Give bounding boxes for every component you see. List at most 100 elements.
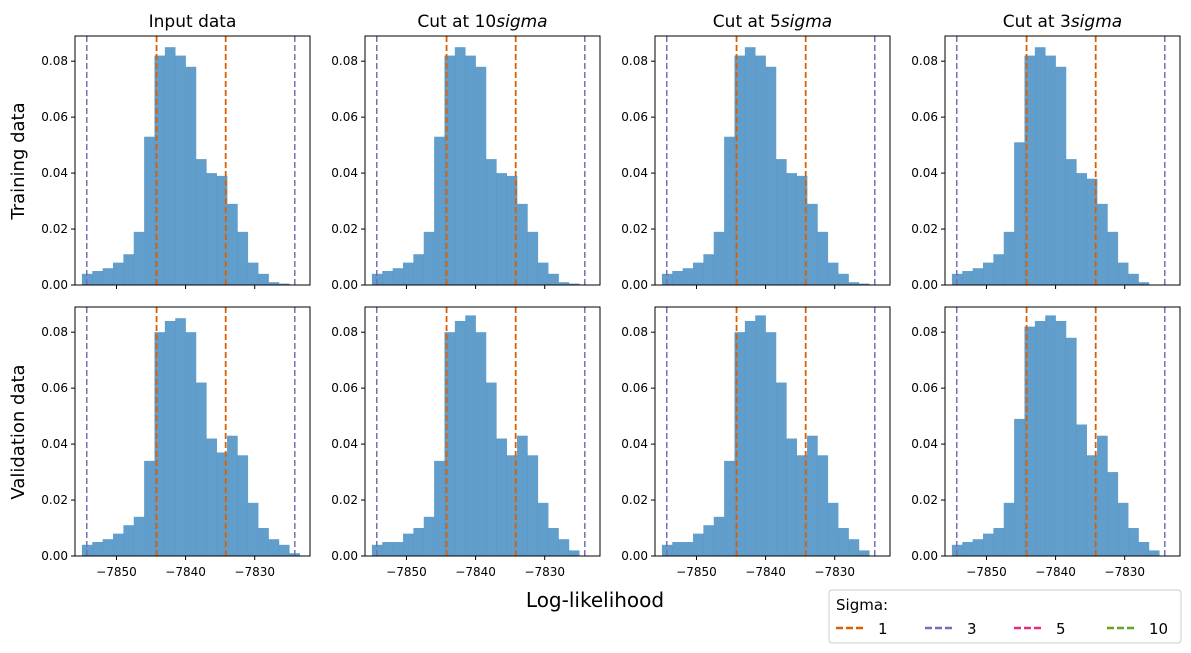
x-tick-label: −7850 bbox=[676, 565, 717, 579]
histogram-bar bbox=[175, 318, 186, 556]
histogram-bar bbox=[972, 539, 984, 556]
axes-frame bbox=[364, 35, 601, 286]
y-tick-label: 0.06 bbox=[331, 381, 358, 395]
y-tick-label: 0.02 bbox=[41, 222, 68, 236]
histogram-bar bbox=[216, 452, 228, 556]
histogram-bar bbox=[568, 283, 580, 285]
histogram-bar bbox=[123, 254, 135, 285]
histogram-bar bbox=[506, 455, 518, 556]
histogram-bar bbox=[485, 159, 497, 285]
histogram-bar bbox=[724, 460, 735, 556]
axes-frame bbox=[74, 35, 311, 286]
histogram-bar bbox=[786, 438, 797, 556]
legend-title: Sigma: bbox=[836, 596, 888, 614]
histogram-bar bbox=[133, 231, 145, 285]
histogram-bar bbox=[444, 55, 456, 285]
y-tick-label: 0.00 bbox=[621, 278, 648, 292]
legend-label: 5 bbox=[1056, 620, 1066, 638]
histogram-bar bbox=[848, 282, 860, 285]
histogram-bar bbox=[475, 332, 487, 556]
histogram-bar bbox=[558, 282, 570, 285]
x-tick-label: −7830 bbox=[524, 565, 565, 579]
histogram-bar bbox=[444, 332, 456, 556]
y-tick-label: 0.04 bbox=[621, 437, 648, 451]
histogram-bar bbox=[1024, 326, 1036, 556]
histogram-bar bbox=[185, 332, 197, 556]
y-tick-label: 0.06 bbox=[911, 110, 938, 124]
histogram-bar bbox=[164, 320, 176, 556]
histogram-bar bbox=[1128, 528, 1139, 556]
histogram-bar bbox=[258, 528, 269, 556]
y-tick-label: 0.04 bbox=[621, 166, 648, 180]
histogram-bar bbox=[1003, 231, 1015, 285]
histogram-bar bbox=[1138, 542, 1150, 556]
y-tick-label: 0.08 bbox=[41, 325, 68, 339]
panel-title: Cut at 5sigma bbox=[713, 12, 832, 32]
y-tick-label: 0.04 bbox=[41, 166, 68, 180]
histogram-bar bbox=[403, 262, 414, 285]
y-tick-label: 0.08 bbox=[911, 325, 938, 339]
histogram-bar bbox=[1117, 262, 1129, 285]
x-tick-label: −7840 bbox=[1035, 565, 1076, 579]
histogram-bar bbox=[227, 435, 238, 556]
histogram-bar bbox=[827, 262, 839, 285]
histogram-bar bbox=[827, 502, 839, 556]
histogram-bar bbox=[465, 315, 476, 556]
histogram-bar bbox=[175, 55, 186, 285]
legend: Sigma: 1 3 5 10 bbox=[828, 589, 1182, 644]
axes-frame bbox=[654, 35, 891, 286]
histogram-bar bbox=[983, 533, 994, 556]
y-tick-label: 0.04 bbox=[331, 166, 358, 180]
histogram-bar bbox=[568, 550, 580, 556]
histogram-bar bbox=[796, 175, 808, 285]
histogram-bar bbox=[558, 539, 570, 556]
histogram-bar bbox=[206, 173, 217, 285]
panel-title: Cut at 10sigma bbox=[417, 12, 547, 32]
y-tick-label: 0.04 bbox=[911, 166, 938, 180]
histogram-bar bbox=[465, 55, 476, 285]
histogram-bar bbox=[1148, 550, 1160, 556]
x-tick-label: −7830 bbox=[814, 565, 855, 579]
histogram-bar bbox=[164, 47, 176, 285]
histogram-bar bbox=[744, 320, 756, 556]
y-tick-label: 0.06 bbox=[331, 110, 358, 124]
x-tick-label: −7850 bbox=[966, 565, 1007, 579]
histogram-bar bbox=[144, 460, 155, 556]
x-tick-label: −7840 bbox=[745, 565, 786, 579]
y-tick-label: 0.08 bbox=[621, 54, 648, 68]
histogram-bar bbox=[682, 268, 694, 285]
legend-label: 3 bbox=[967, 620, 977, 638]
y-tick-label: 0.08 bbox=[331, 325, 358, 339]
histogram-bar bbox=[1065, 159, 1077, 285]
histogram-bar bbox=[268, 539, 280, 556]
histogram-bar bbox=[682, 542, 694, 556]
y-tick-label: 0.04 bbox=[911, 437, 938, 451]
histogram-bar bbox=[972, 268, 984, 285]
histogram-bar bbox=[434, 136, 445, 285]
y-tick-label: 0.00 bbox=[41, 549, 68, 563]
histogram-bar bbox=[268, 282, 280, 285]
histogram-bar bbox=[755, 55, 766, 285]
histogram-bar bbox=[755, 315, 766, 556]
histogram-bar bbox=[496, 438, 507, 556]
histogram-bar bbox=[1055, 66, 1067, 285]
x-tick-label: −7840 bbox=[455, 565, 496, 579]
histogram-bar bbox=[713, 516, 725, 556]
histogram-bar bbox=[247, 502, 259, 556]
histogram-bar bbox=[247, 262, 259, 285]
y-tick-label: 0.08 bbox=[41, 54, 68, 68]
x-axis-label: Log-likelihood bbox=[526, 588, 664, 612]
histogram-bar bbox=[1086, 178, 1098, 285]
histogram-bar bbox=[1034, 320, 1046, 556]
axes-frame bbox=[364, 306, 601, 557]
histogram-bar bbox=[527, 231, 539, 285]
histogram-bar bbox=[548, 273, 559, 285]
histogram-bar bbox=[993, 528, 1005, 556]
y-tick-label: 0.08 bbox=[331, 54, 358, 68]
y-tick-label: 0.06 bbox=[621, 381, 648, 395]
legend-entries: 1 3 5 10 bbox=[836, 620, 1168, 638]
histogram-bar bbox=[144, 136, 155, 285]
y-tick-label: 0.06 bbox=[41, 110, 68, 124]
histogram-bar bbox=[807, 203, 818, 285]
